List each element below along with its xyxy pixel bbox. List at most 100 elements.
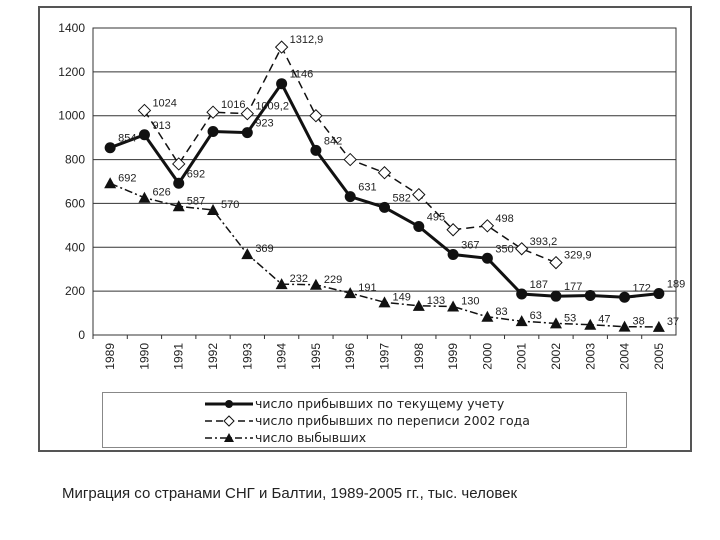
- marker-triangle: [309, 278, 322, 290]
- marker-circle: [447, 249, 459, 261]
- data-label: 189: [667, 279, 685, 291]
- data-label: 130: [461, 295, 479, 307]
- marker-circle: [550, 290, 562, 302]
- marker-circle: [516, 288, 528, 300]
- data-label: 393,2: [530, 236, 558, 248]
- data-label: 172: [633, 282, 651, 294]
- marker-circle: [138, 129, 150, 141]
- x-tick-label: 1990: [137, 343, 151, 370]
- marker-diamond: [480, 219, 495, 233]
- x-tick-label: 2004: [618, 343, 632, 370]
- marker-diamond: [377, 166, 392, 180]
- data-label: 1016: [221, 99, 245, 111]
- y-tick-label: 600: [65, 196, 85, 210]
- data-label: 63: [530, 310, 542, 322]
- data-label: 570: [221, 199, 239, 211]
- marker-triangle: [412, 299, 425, 311]
- data-label: 369: [255, 243, 273, 255]
- data-label: 232: [290, 273, 308, 285]
- y-tick-label: 0: [78, 328, 85, 342]
- legend-item-current: число прибывших по текущему учету: [103, 396, 626, 412]
- data-label: 582: [393, 192, 411, 204]
- marker-circle: [104, 142, 116, 154]
- data-label: 37: [667, 316, 679, 328]
- marker-diamond: [309, 109, 323, 123]
- marker-circle: [276, 78, 288, 90]
- marker-triangle: [172, 200, 185, 212]
- data-label: 626: [152, 187, 170, 199]
- data-label: 854: [118, 133, 136, 145]
- y-tick-label: 400: [65, 240, 85, 254]
- y-tick-label: 200: [65, 284, 85, 298]
- marker-diamond: [343, 152, 357, 167]
- marker-circle: [584, 290, 596, 302]
- series-line-2: [109, 182, 659, 328]
- marker-circle: [241, 127, 253, 139]
- marker-circle: [379, 201, 390, 213]
- marker-triangle: [275, 278, 288, 290]
- data-label: 350: [495, 243, 513, 255]
- x-tick-label: 1994: [275, 343, 289, 370]
- x-tick-label: 1999: [446, 343, 460, 370]
- data-label: 692: [187, 168, 205, 180]
- data-label: 38: [633, 316, 645, 328]
- x-tick-label: 1996: [343, 343, 357, 370]
- legend-item-census: число прибывших по переписи 2002 года: [103, 413, 626, 429]
- figure-caption: Миграция со странами СНГ и Балтии, 1989-…: [62, 485, 518, 502]
- x-tick-label: 1995: [309, 343, 323, 370]
- y-tick-label: 800: [65, 153, 85, 167]
- data-label: 177: [564, 281, 582, 293]
- legend-label-current: число прибывших по текущему учету: [255, 396, 505, 411]
- data-label: 913: [152, 120, 170, 132]
- data-label: 133: [427, 295, 445, 307]
- marker-diamond: [549, 255, 563, 270]
- data-label: 53: [564, 312, 576, 324]
- x-tick-label: 2000: [480, 343, 494, 370]
- data-label: 329,9: [564, 250, 592, 262]
- marker-triangle: [652, 320, 665, 332]
- marker-diamond: [446, 223, 460, 237]
- x-tick-label: 1998: [412, 343, 426, 370]
- x-tick-labels: 1989 1990 1991 1992 1993 1994 1995 1996 1997 1998…: [103, 343, 666, 370]
- legend-label-census: число прибывших по переписи 2002 года: [255, 413, 530, 428]
- data-label: 367: [461, 240, 479, 252]
- marker-triangle: [344, 287, 357, 299]
- marker-circle: [413, 220, 425, 232]
- axes: [92, 27, 677, 339]
- marker-triangle: [515, 315, 528, 327]
- y-tick-label: 1000: [58, 109, 85, 123]
- chart-frame: [38, 6, 692, 452]
- data-label: 191: [358, 282, 376, 294]
- data-label: 229: [324, 274, 342, 286]
- legend-item-departed: число выбывших: [103, 430, 626, 446]
- marker-triangle: [481, 310, 494, 322]
- marker-circle: [481, 252, 493, 264]
- data-label: 47: [598, 314, 610, 326]
- marker-circle: [310, 144, 322, 156]
- marker-diamond: [412, 187, 426, 202]
- marker-diamond: [137, 103, 152, 118]
- x-tick-label: 2002: [549, 343, 563, 370]
- chart-legend: число прибывших по текущему учету число …: [102, 392, 627, 448]
- data-label: 587: [187, 195, 205, 207]
- marker-triangle: [207, 204, 220, 216]
- data-label: 498: [495, 213, 513, 225]
- marker-circle: [653, 288, 665, 300]
- data-label: 149: [393, 291, 411, 303]
- x-tick-label: 2003: [583, 343, 597, 370]
- x-tick-label: 2005: [652, 343, 666, 370]
- data-label: 631: [358, 182, 376, 194]
- plot-area-border: [92, 27, 677, 336]
- marker-triangle: [378, 296, 391, 308]
- data-label: 923: [255, 118, 273, 130]
- marker-circle: [619, 291, 631, 303]
- marker-triangle: [584, 318, 597, 330]
- data-label: 1024: [152, 97, 176, 109]
- marker-triangle: [549, 317, 562, 329]
- series-layer: [104, 40, 665, 332]
- marker-diamond: [240, 106, 255, 121]
- marker-diamond: [206, 105, 220, 119]
- data-label: 187: [530, 279, 548, 291]
- legend-swatch-solid-circle: [205, 400, 253, 408]
